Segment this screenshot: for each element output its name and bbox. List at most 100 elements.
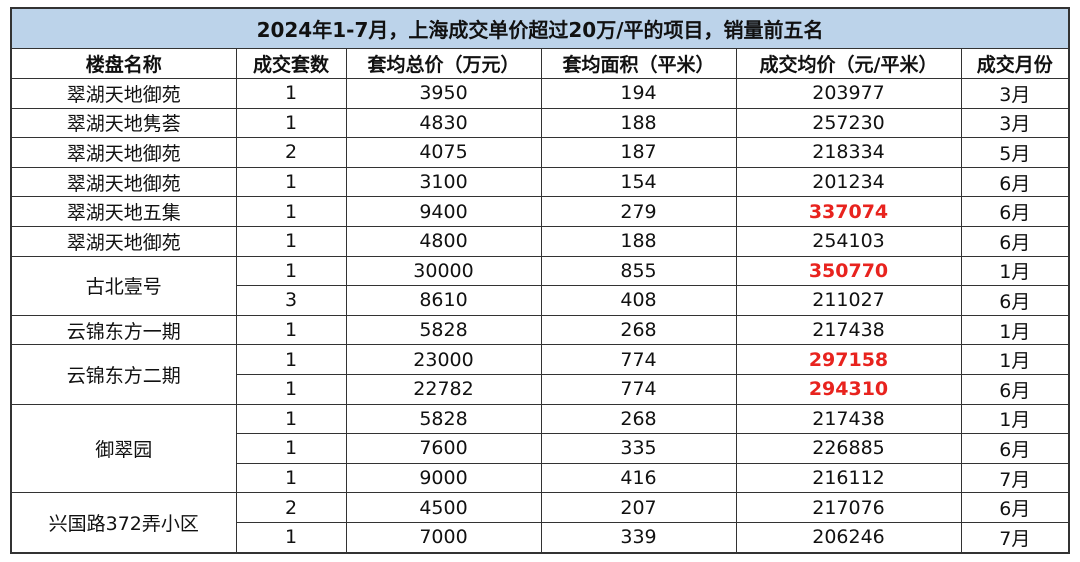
cell: 2	[235, 492, 347, 523]
cell: 268	[540, 403, 737, 435]
cell: 7600	[345, 433, 542, 464]
cell: 1	[235, 373, 347, 405]
cell: 211027	[735, 285, 962, 316]
cell: 217438	[735, 403, 962, 435]
cell: 257230	[735, 107, 962, 139]
cell: 216112	[735, 462, 962, 494]
cell: 9000	[345, 462, 542, 494]
cell: 188	[540, 225, 737, 257]
project-name: 翠湖天地五集	[10, 196, 237, 227]
cell: 1	[235, 433, 347, 464]
cell: 207	[540, 492, 737, 523]
column-header: 套均总价（万元）	[345, 48, 542, 79]
column-header: 楼盘名称	[10, 48, 237, 79]
cell: 3100	[345, 166, 542, 198]
project-name: 翠湖天地隽荟	[10, 107, 237, 139]
cell: 268	[540, 314, 737, 346]
cell: 1	[235, 196, 347, 227]
cell: 154	[540, 166, 737, 198]
cell: 6月	[960, 492, 1070, 523]
cell: 187	[540, 137, 737, 168]
column-header: 套均面积（平米）	[540, 48, 737, 79]
cell: 1	[235, 314, 347, 346]
data-row: 翠湖天地御苑 1 3950 194 203977 3月	[10, 78, 1070, 109]
cell: 206246	[735, 521, 962, 554]
cell: 8610	[345, 285, 542, 316]
data-row: 云锦东方二期 1 23000 774 297158 1月	[10, 344, 1070, 405]
cell: 218334	[735, 137, 962, 168]
cell: 416	[540, 462, 737, 494]
cell: 339	[540, 521, 737, 554]
project-name: 翠湖天地御苑	[10, 137, 237, 168]
data-row: 翠湖天地五集 1 9400 279 337074 6月	[10, 196, 1070, 227]
cell: 7月	[960, 462, 1070, 494]
cell: 1	[235, 166, 347, 198]
cell: 6月	[960, 166, 1070, 198]
data-row: 翠湖天地御苑 1 3100 154 201234 6月	[10, 166, 1070, 198]
cell: 1	[235, 462, 347, 494]
cell: 3月	[960, 78, 1070, 109]
cell: 6月	[960, 196, 1070, 227]
column-header: 成交月份	[960, 48, 1070, 79]
project-name: 翠湖天地御苑	[10, 166, 237, 198]
cell: 350770	[735, 255, 962, 287]
cell: 1	[235, 344, 347, 375]
cell: 1	[235, 78, 347, 109]
cell: 1月	[960, 314, 1070, 346]
cell: 4830	[345, 107, 542, 139]
data-row: 御翠园 1 5828 268 217438 1月	[10, 403, 1070, 494]
data-row: 3 8610 408 211027 6月	[11, 285, 1070, 316]
table-title: 2024年1-7月，上海成交单价超过20万/平的项目，销量前五名	[10, 7, 1070, 49]
cell: 3	[235, 285, 347, 316]
project-name: 翠湖天地御苑	[10, 225, 237, 257]
data-row: 1 9000 416 216112 7月	[11, 462, 1070, 494]
cell: 217438	[735, 314, 962, 346]
cell: 4800	[345, 225, 542, 257]
cell: 9400	[345, 196, 542, 227]
data-row: 翠湖天地隽荟 1 4830 188 257230 3月	[10, 107, 1070, 139]
cell: 335	[540, 433, 737, 464]
cell: 4500	[345, 492, 542, 523]
cell: 1月	[960, 255, 1070, 287]
cell: 6月	[960, 285, 1070, 316]
cell: 337074	[735, 196, 962, 227]
data-row: 云锦东方一期 1 5828 268 217438 1月	[10, 314, 1070, 346]
project-name: 御翠园	[10, 403, 237, 494]
data-row: 古北壹号 1 30000 855 350770 1月	[10, 255, 1070, 316]
cell: 1月	[960, 344, 1070, 375]
cell: 2	[235, 137, 347, 168]
project-name: 古北壹号	[10, 255, 237, 316]
cell: 294310	[735, 373, 962, 405]
cell: 6月	[960, 225, 1070, 257]
cell: 279	[540, 196, 737, 227]
cell: 774	[540, 344, 737, 375]
cell: 7000	[345, 521, 542, 554]
project-name: 云锦东方二期	[10, 344, 237, 405]
cell: 217076	[735, 492, 962, 523]
cell: 3月	[960, 107, 1070, 139]
cell: 1	[235, 403, 347, 435]
cell: 194	[540, 78, 737, 109]
data-row: 1 7000 339 206246 7月	[11, 521, 1070, 554]
cell: 5828	[345, 314, 542, 346]
project-name: 翠湖天地御苑	[10, 78, 237, 109]
data-row: 1 22782 774 294310 6月	[11, 373, 1070, 405]
cell: 23000	[345, 344, 542, 375]
project-name: 云锦东方一期	[10, 314, 237, 346]
cell: 6月	[960, 433, 1070, 464]
cell: 1	[235, 521, 347, 554]
table-wrap: 2024年1-7月，上海成交单价超过20万/平的项目，销量前五名 楼盘名称 成交套…	[10, 7, 1071, 554]
cell: 297158	[735, 344, 962, 375]
cell: 855	[540, 255, 737, 287]
cell: 4075	[345, 137, 542, 168]
cell: 1	[235, 255, 347, 287]
data-row: 翠湖天地御苑 2 4075 187 218334 5月	[10, 137, 1070, 168]
cell: 3950	[345, 78, 542, 109]
sales-table: 2024年1-7月，上海成交单价超过20万/平的项目，销量前五名 楼盘名称 成交套…	[10, 7, 1071, 554]
data-row: 1 7600 335 226885 6月	[11, 433, 1070, 464]
cell: 203977	[735, 78, 962, 109]
cell: 254103	[735, 225, 962, 257]
cell: 188	[540, 107, 737, 139]
cell: 6月	[960, 373, 1070, 405]
